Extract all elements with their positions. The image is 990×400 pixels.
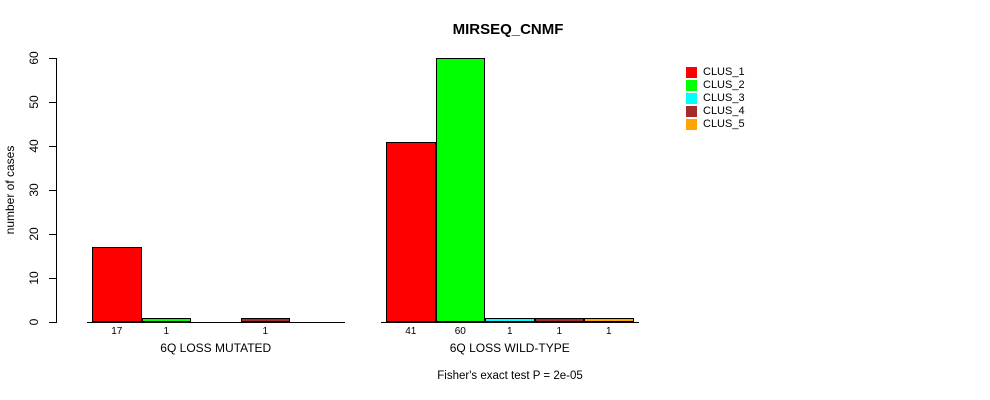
bar-value-label: 1 [262, 326, 269, 337]
bar-value-label: 1 [605, 326, 612, 337]
y-tick-mark [49, 102, 56, 103]
bar-clus_1 [386, 141, 436, 322]
y-axis-line [56, 58, 57, 323]
bar-value-label: 1 [556, 326, 563, 337]
y-tick-mark [49, 234, 56, 235]
bar-value-label: 1 [506, 326, 513, 337]
legend-swatch-clus_4 [686, 106, 697, 117]
legend-swatch-clus_3 [686, 93, 697, 104]
bar-value-label: 41 [405, 326, 417, 337]
bar-value-label: 60 [454, 326, 466, 337]
y-tick-mark [49, 190, 56, 191]
bar-clus_3 [485, 317, 535, 322]
legend-label: CLUS_3 [703, 92, 745, 104]
bar-clus_4 [240, 317, 290, 322]
y-tick-mark [49, 322, 56, 323]
chart-title: MIRSEQ_CNMF [452, 21, 564, 38]
y-tick-label: 30 [27, 183, 41, 197]
y-tick-label: 10 [27, 271, 41, 285]
y-tick-label: 50 [27, 95, 41, 109]
x-baseline [381, 322, 639, 323]
y-tick-mark [49, 278, 56, 279]
bar-clus_2 [435, 58, 485, 322]
legend-label: CLUS_4 [703, 105, 745, 117]
legend-swatch-clus_1 [686, 67, 697, 78]
y-tick-label: 60 [27, 51, 41, 65]
bar-value-label: 17 [111, 326, 123, 337]
legend-label: CLUS_5 [703, 118, 745, 130]
y-tick-label: 0 [27, 318, 41, 326]
y-tick-label: 20 [27, 227, 41, 241]
bar-clus_4 [534, 317, 584, 322]
bar-clus_5 [584, 317, 634, 322]
legend-label: CLUS_1 [703, 66, 745, 78]
x-baseline [87, 322, 345, 323]
group-category-label: 6Q LOSS MUTATED [160, 341, 272, 355]
bar-clus_2 [141, 317, 191, 322]
y-tick-mark [49, 146, 56, 147]
legend-swatch-clus_2 [686, 80, 697, 91]
bar-clus_1 [92, 247, 142, 322]
legend-swatch-clus_5 [686, 119, 697, 130]
y-axis-label: number of cases [3, 145, 17, 235]
y-tick-mark [49, 58, 56, 59]
group-category-label: 6Q LOSS WILD-TYPE [449, 341, 570, 355]
legend-label: CLUS_2 [703, 79, 745, 91]
fisher-test-footnote: Fisher's exact test P = 2e-05 [437, 370, 583, 382]
y-tick-label: 40 [27, 139, 41, 153]
bar-value-label: 1 [163, 326, 170, 337]
